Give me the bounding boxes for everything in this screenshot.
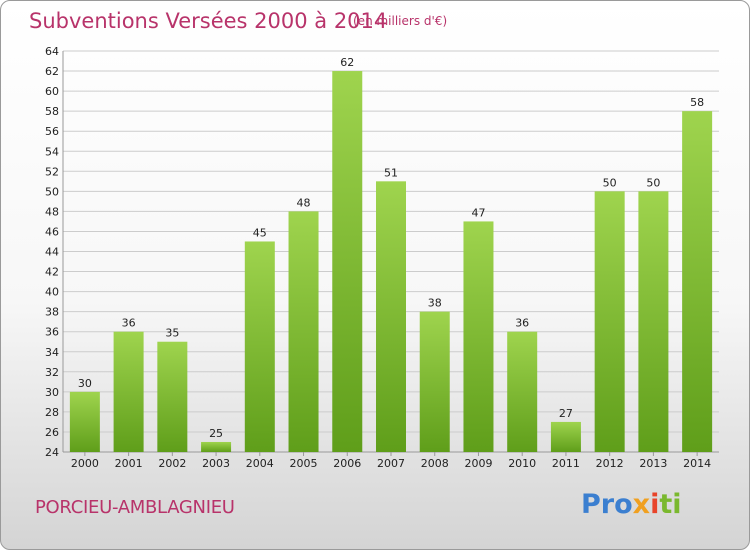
x-tick-label-2011: 2011: [552, 457, 580, 470]
y-tick-label: 54: [45, 145, 59, 158]
y-tick-label: 64: [45, 45, 59, 58]
y-tick-label: 52: [45, 165, 59, 178]
x-tick-label-2012: 2012: [596, 457, 624, 470]
y-tick-label: 40: [45, 286, 59, 299]
data-label-2002: 35: [165, 327, 179, 340]
data-label-2010: 36: [515, 317, 529, 330]
y-tick-label: 26: [45, 426, 59, 439]
bar-2004: [244, 241, 275, 452]
data-label-2008: 38: [428, 297, 442, 310]
bar-2012: [594, 191, 625, 452]
y-tick-label: 28: [45, 406, 59, 419]
bar-2013: [638, 191, 669, 452]
y-tick-label: 48: [45, 205, 59, 218]
bar-2010: [507, 331, 538, 452]
y-tick-label: 50: [45, 185, 59, 198]
x-tick-label-2006: 2006: [333, 457, 361, 470]
bar-2008: [419, 311, 450, 452]
bar-2002: [157, 341, 188, 452]
bar-2001: [113, 331, 144, 452]
bar-2011: [550, 421, 581, 452]
x-tick-label-2002: 2002: [158, 457, 186, 470]
bar-2007: [376, 181, 406, 452]
y-tick-label: 56: [45, 125, 59, 138]
data-label-2004: 45: [253, 226, 267, 239]
logo-part-3: i: [650, 489, 660, 520]
x-tick-label-2005: 2005: [290, 457, 318, 470]
chart-title: Subventions Versées 2000 à 2014: [29, 9, 388, 33]
y-tick-label: 34: [45, 346, 59, 359]
x-tick-label-2014: 2014: [683, 457, 711, 470]
commune-name: PORCIEU-AMBLAGNIEU: [35, 497, 235, 518]
data-label-2009: 47: [471, 206, 485, 219]
bars: [69, 71, 713, 453]
logo-part-2: x: [632, 489, 651, 520]
proxiti-logo[interactable]: Proxiti: [581, 489, 682, 520]
y-tick-label: 62: [45, 65, 59, 78]
x-tick-label-2013: 2013: [639, 457, 667, 470]
chart-subtitle: (en milliers d'€): [353, 14, 448, 28]
data-label-2003: 25: [209, 427, 223, 440]
data-label-2001: 36: [122, 317, 136, 330]
bar-2003: [201, 441, 232, 452]
y-tick-label: 58: [45, 105, 59, 118]
x-tick-label-2008: 2008: [421, 457, 449, 470]
x-tick-label-2009: 2009: [464, 457, 492, 470]
y-tick-label: 30: [45, 386, 59, 399]
data-label-2011: 27: [559, 407, 573, 420]
y-tick-label: 36: [45, 326, 59, 339]
logo-part-1: Pro: [581, 489, 633, 520]
x-tick-label-2004: 2004: [246, 457, 274, 470]
bar-2006: [332, 71, 363, 453]
data-label-2013: 50: [646, 176, 660, 189]
x-tick-label-2001: 2001: [115, 457, 143, 470]
axes: 24 26 28 30 32 34 36 38 40 42 44 46 48 50 52 54 56 58 60 62…: [45, 45, 719, 470]
bar-2005: [288, 211, 319, 452]
x-tick-label-2007: 2007: [377, 457, 405, 470]
data-label-2012: 50: [603, 176, 617, 189]
y-tick-label: 46: [45, 225, 59, 238]
x-tick-label-2010: 2010: [508, 457, 536, 470]
data-label-2005: 48: [297, 196, 311, 209]
x-tick-label-2003: 2003: [202, 457, 230, 470]
logo-part-4: ti: [659, 489, 682, 520]
bar-2014: [682, 111, 713, 453]
bar-2000: [69, 391, 100, 452]
y-tick-label: 42: [45, 266, 59, 279]
y-tick-label: 24: [45, 446, 59, 459]
x-tick-label-2000: 2000: [71, 457, 99, 470]
data-label-2014: 58: [690, 96, 704, 109]
y-tick-label: 60: [45, 85, 59, 98]
bar-2009: [463, 221, 494, 452]
y-tick-label: 38: [45, 306, 59, 319]
data-label-2006: 62: [340, 56, 354, 69]
y-tick-label: 44: [45, 246, 59, 259]
data-label-2007: 51: [384, 166, 398, 179]
y-tick-label: 32: [45, 366, 59, 379]
data-labels: 30 36 35 25 45 48 62 51 38 47 36 27 50 50 58: [78, 56, 704, 440]
data-label-2000: 30: [78, 377, 92, 390]
